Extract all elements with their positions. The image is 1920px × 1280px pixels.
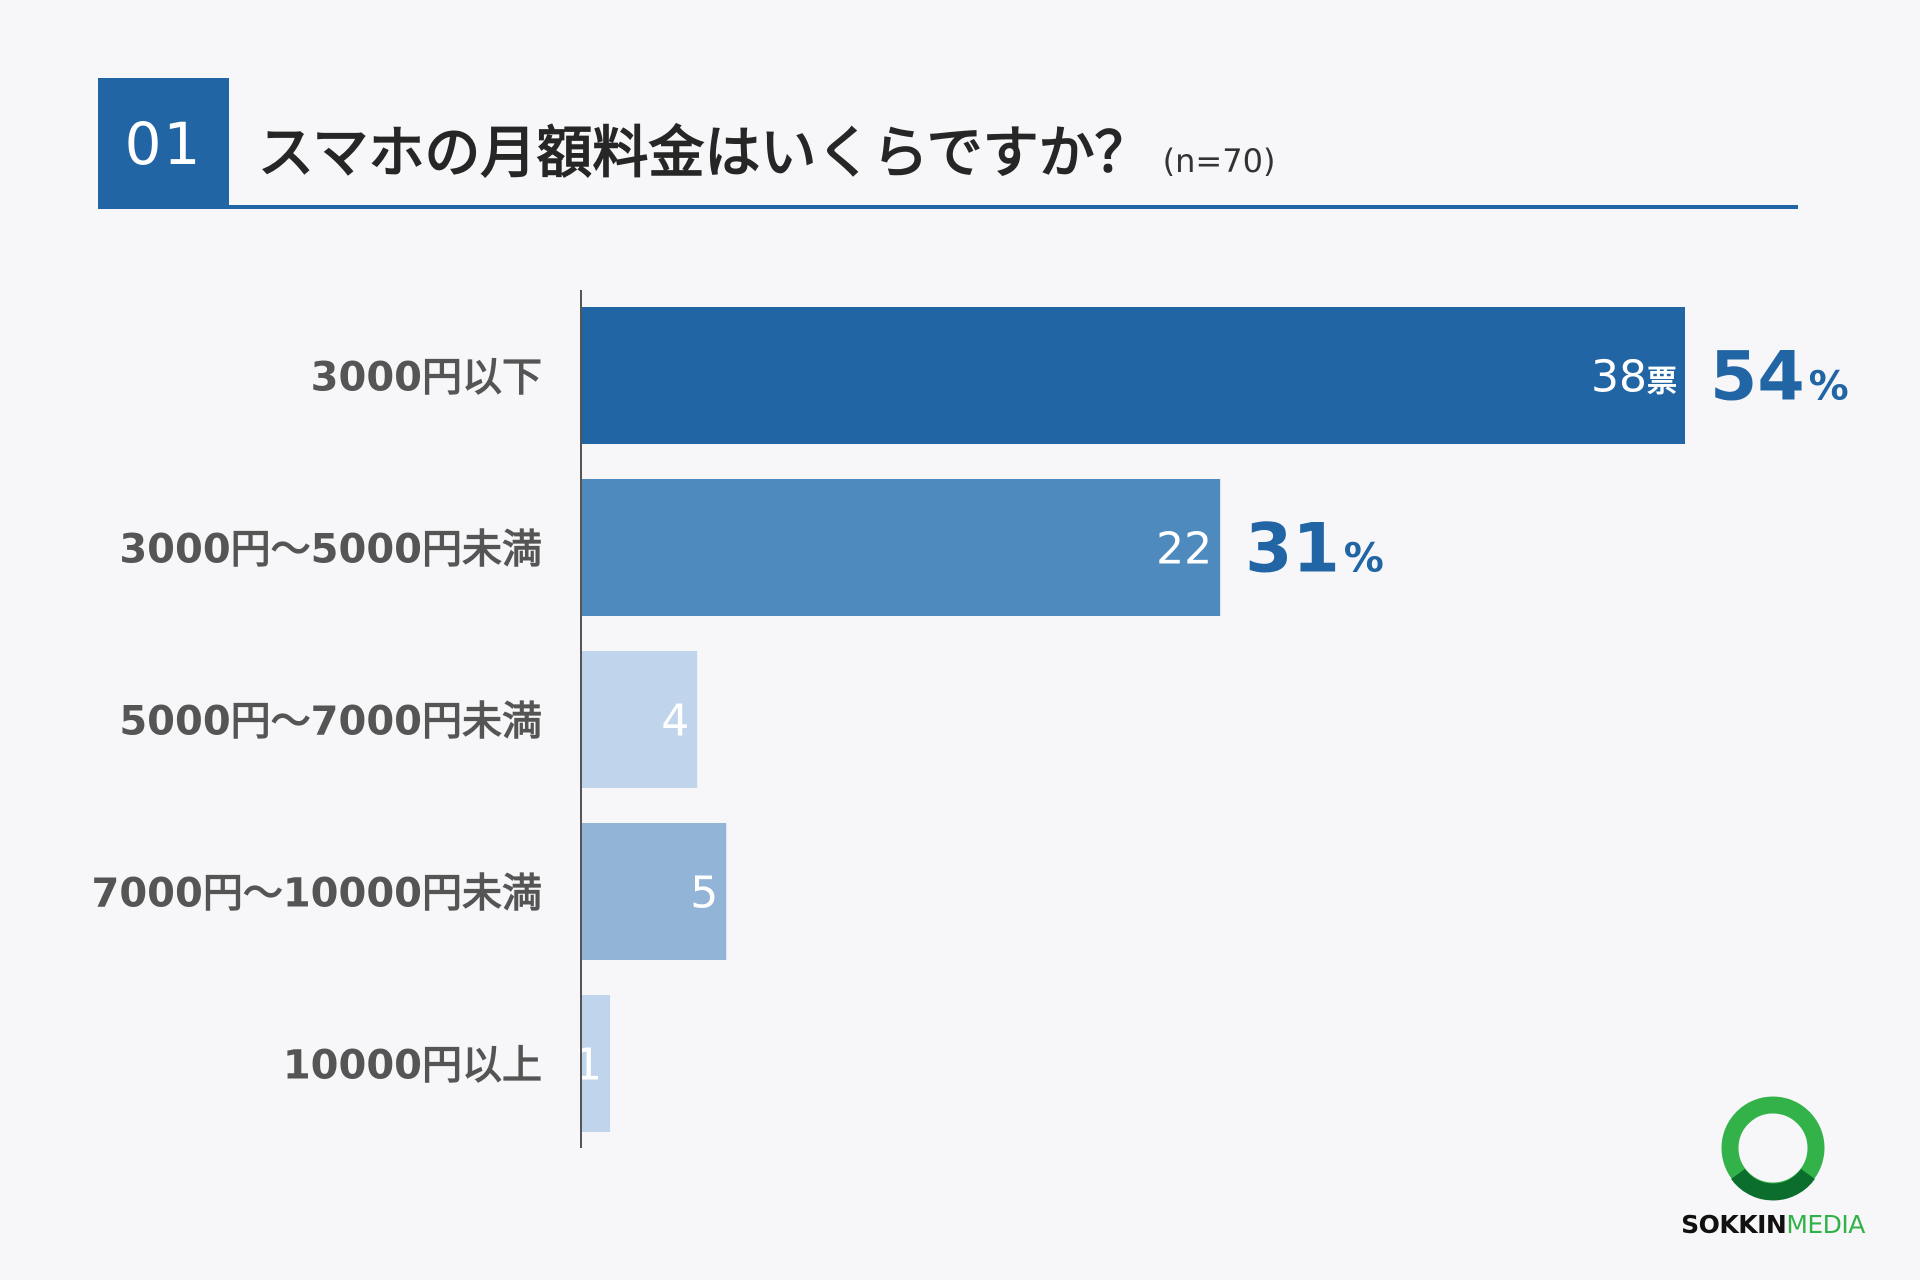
category-label-4: 7000円〜10000円未満 bbox=[92, 871, 543, 917]
value-unit-label: 票 bbox=[1647, 365, 1677, 400]
sokkin-media-logo: SOKKINMEDIA bbox=[1668, 1092, 1878, 1242]
bar-4 bbox=[581, 823, 727, 960]
percent-label-1: 54% bbox=[1710, 338, 1849, 417]
bar-1 bbox=[581, 307, 1685, 444]
logo-text: SOKKINMEDIA bbox=[1668, 1210, 1878, 1239]
logo-text-bold: SOKKIN bbox=[1681, 1210, 1787, 1239]
bar-2 bbox=[581, 479, 1221, 616]
title-underline bbox=[98, 205, 1798, 209]
chart-title: スマホの月額料金はいくらですか？ (n=70) bbox=[258, 108, 1275, 189]
category-label-1: 3000円以下 bbox=[311, 355, 542, 401]
bar-5 bbox=[581, 995, 611, 1132]
category-label-2: 3000円〜5000円未満 bbox=[119, 527, 542, 573]
percent-label-2: 31% bbox=[1245, 510, 1384, 589]
value-label-4: 5 bbox=[690, 868, 718, 919]
category-label-5: 10000円以上 bbox=[283, 1043, 542, 1089]
percent-unit: % bbox=[1809, 364, 1849, 410]
chart-title-text: スマホの月額料金はいくらですか？ bbox=[258, 121, 1151, 186]
value-label-3: 4 bbox=[661, 696, 689, 747]
value-label-5: 1 bbox=[574, 1040, 602, 1091]
bar-3 bbox=[581, 651, 698, 788]
logo-text-light: MEDIA bbox=[1786, 1210, 1865, 1239]
question-number-badge: 01 bbox=[98, 78, 229, 209]
value-label-1: 38票 bbox=[1591, 352, 1677, 403]
header: 01 スマホの月額料金はいくらですか？ (n=70) bbox=[0, 0, 1920, 220]
value-label-2: 22 bbox=[1156, 524, 1212, 575]
percent-unit: % bbox=[1344, 536, 1384, 582]
logo-ring-icon bbox=[1721, 1096, 1825, 1201]
category-label-3: 5000円〜7000円未満 bbox=[119, 699, 542, 745]
sample-size: (n=70) bbox=[1162, 142, 1276, 180]
